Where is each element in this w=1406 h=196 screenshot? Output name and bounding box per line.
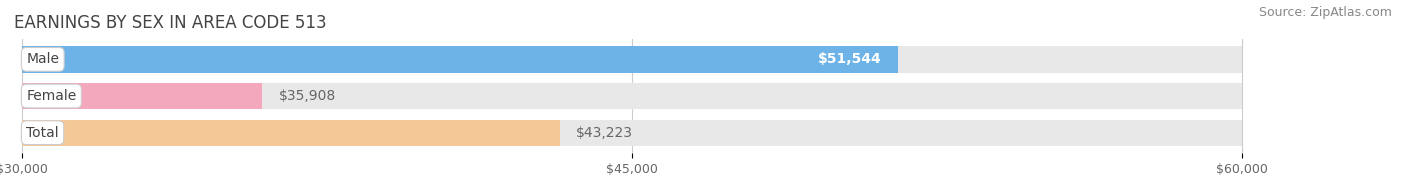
Text: Male: Male (27, 52, 59, 66)
Text: $43,223: $43,223 (576, 126, 633, 140)
Text: Female: Female (27, 89, 76, 103)
Bar (22, 46, 898, 73)
Text: Source: ZipAtlas.com: Source: ZipAtlas.com (1258, 6, 1392, 19)
Text: EARNINGS BY SEX IN AREA CODE 513: EARNINGS BY SEX IN AREA CODE 513 (14, 14, 326, 32)
Text: Total: Total (27, 126, 59, 140)
Bar (22, 120, 1241, 146)
Bar (22, 83, 1241, 109)
Text: $35,908: $35,908 (278, 89, 336, 103)
Bar (22, 83, 263, 109)
Bar (22, 120, 560, 146)
Bar (22, 46, 1241, 73)
Text: $51,544: $51,544 (818, 52, 882, 66)
